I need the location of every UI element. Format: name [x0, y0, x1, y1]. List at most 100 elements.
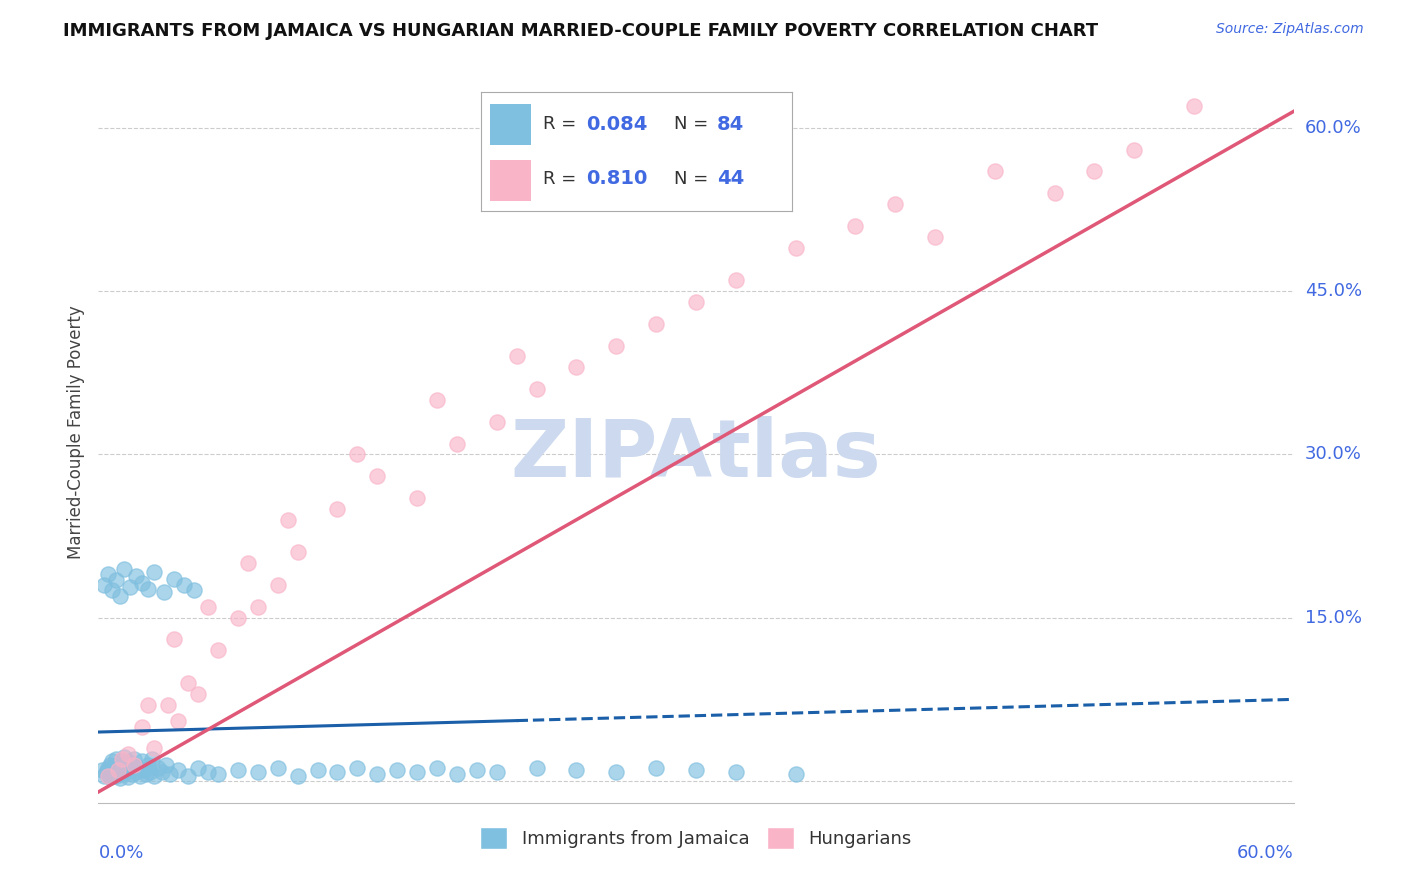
Text: 60.0%: 60.0%	[1237, 845, 1294, 863]
Point	[226, 763, 249, 777]
Point	[446, 767, 468, 781]
Point	[129, 768, 152, 782]
Point	[112, 750, 135, 764]
Point	[124, 757, 146, 772]
Point	[426, 392, 449, 407]
Point	[120, 763, 142, 777]
Point	[93, 578, 115, 592]
Text: 30.0%: 30.0%	[1305, 445, 1361, 464]
Point	[141, 752, 163, 766]
Point	[724, 765, 747, 780]
Point	[136, 698, 159, 712]
Point	[207, 767, 229, 781]
Point	[98, 770, 122, 784]
Point	[131, 755, 153, 769]
Text: 0.0%: 0.0%	[98, 845, 143, 863]
Point	[346, 761, 368, 775]
Point	[287, 768, 309, 782]
Point	[110, 761, 132, 775]
Point	[105, 768, 128, 782]
Point	[96, 765, 118, 780]
Point	[120, 580, 142, 594]
Point	[107, 763, 129, 777]
Point	[107, 757, 129, 772]
Point	[110, 589, 132, 603]
Point	[125, 765, 148, 780]
Point	[685, 763, 707, 777]
Point	[406, 765, 429, 780]
Point	[105, 573, 128, 587]
Point	[485, 415, 508, 429]
Point	[105, 752, 128, 766]
Point	[101, 583, 124, 598]
Point	[984, 164, 1007, 178]
Point	[785, 767, 807, 781]
Point	[605, 338, 627, 352]
Point	[924, 229, 946, 244]
Point	[117, 747, 139, 761]
Point	[645, 317, 668, 331]
Point	[117, 770, 139, 784]
Point	[287, 545, 309, 559]
Point	[197, 765, 219, 780]
Point	[155, 757, 177, 772]
Point	[111, 767, 134, 781]
Point	[121, 767, 143, 781]
Point	[112, 562, 135, 576]
Point	[125, 569, 148, 583]
Point	[645, 761, 668, 775]
Point	[884, 197, 907, 211]
Point	[143, 741, 166, 756]
Point	[785, 240, 807, 255]
Y-axis label: Married-Couple Family Poverty: Married-Couple Family Poverty	[66, 306, 84, 559]
Point	[187, 761, 209, 775]
Point	[346, 447, 368, 461]
Point	[157, 698, 180, 712]
Point	[163, 572, 186, 586]
Point	[97, 767, 120, 781]
Legend: Immigrants from Jamaica, Hungarians: Immigrants from Jamaica, Hungarians	[472, 821, 920, 856]
Point	[1123, 143, 1146, 157]
Text: 45.0%: 45.0%	[1305, 282, 1362, 300]
Point	[246, 765, 269, 780]
Point	[139, 765, 162, 780]
Text: IMMIGRANTS FROM JAMAICA VS HUNGARIAN MARRIED-COUPLE FAMILY POVERTY CORRELATION C: IMMIGRANTS FROM JAMAICA VS HUNGARIAN MAR…	[63, 22, 1098, 40]
Point	[91, 763, 114, 777]
Point	[605, 765, 627, 780]
Point	[136, 582, 159, 597]
Point	[183, 583, 205, 598]
Point	[246, 599, 269, 614]
Point	[115, 757, 138, 772]
Point	[131, 575, 153, 590]
Point	[177, 676, 200, 690]
Point	[135, 767, 157, 781]
Point	[136, 757, 159, 772]
Point	[117, 755, 139, 769]
Text: 15.0%: 15.0%	[1305, 608, 1361, 627]
Point	[101, 763, 124, 777]
Point	[93, 768, 115, 782]
Point	[446, 436, 468, 450]
Point	[111, 752, 134, 766]
Text: Source: ZipAtlas.com: Source: ZipAtlas.com	[1216, 22, 1364, 37]
Point	[131, 720, 153, 734]
Point	[207, 643, 229, 657]
Point	[406, 491, 429, 505]
Point	[111, 755, 134, 769]
Point	[267, 761, 290, 775]
Point	[159, 767, 181, 781]
Point	[112, 763, 135, 777]
Point	[685, 295, 707, 310]
Point	[101, 755, 124, 769]
Point	[143, 768, 166, 782]
Point	[426, 761, 449, 775]
Point	[465, 763, 488, 777]
Point	[565, 763, 588, 777]
Point	[134, 763, 156, 777]
Point	[267, 578, 290, 592]
Point	[277, 513, 299, 527]
Point	[110, 771, 132, 785]
Point	[236, 556, 259, 570]
Point	[724, 273, 747, 287]
Point	[98, 757, 122, 772]
